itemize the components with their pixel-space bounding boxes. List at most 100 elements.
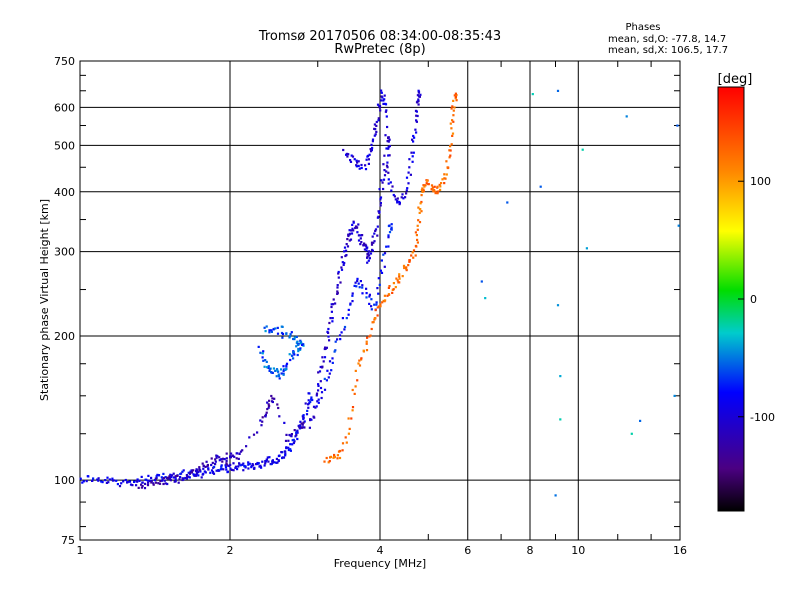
data-point [261, 356, 264, 359]
data-point [381, 181, 384, 184]
data-point [367, 158, 370, 161]
data-point [405, 192, 408, 195]
data-point [301, 423, 304, 426]
data-point [153, 479, 157, 482]
data-point [225, 457, 228, 460]
data-point [285, 365, 288, 368]
data-point [201, 462, 204, 465]
data-point [278, 454, 281, 457]
data-point [302, 414, 305, 417]
data-point [347, 313, 350, 316]
data-point [396, 201, 399, 204]
data-point [408, 158, 411, 161]
data-point [285, 362, 289, 365]
data-point [328, 372, 331, 375]
data-point [168, 475, 171, 478]
data-point [420, 200, 423, 204]
data-point [289, 448, 292, 451]
data-point [430, 188, 433, 191]
data-point [221, 460, 224, 463]
data-point [259, 419, 262, 422]
data-point [359, 280, 362, 283]
y-tick-label: 500 [54, 139, 75, 152]
data-point [452, 109, 455, 112]
data-point [345, 317, 348, 320]
data-point [277, 459, 280, 462]
data-point [310, 398, 313, 401]
data-point [306, 409, 309, 412]
data-point [265, 366, 269, 369]
data-point [359, 243, 362, 246]
data-point [182, 478, 185, 481]
data-point [455, 99, 458, 102]
data-point [302, 421, 305, 424]
data-point [417, 89, 420, 92]
data-point [328, 339, 331, 342]
data-point [387, 178, 390, 181]
data-point [146, 484, 150, 487]
data-point [418, 211, 421, 214]
data-point [264, 359, 267, 362]
data-point [307, 406, 310, 409]
data-point [234, 466, 237, 469]
data-point [267, 366, 270, 369]
data-point [150, 480, 153, 483]
data-point [317, 384, 320, 387]
data-point [420, 189, 423, 192]
data-point [416, 94, 419, 97]
data-point [452, 114, 455, 117]
data-point [410, 254, 413, 257]
data-point [323, 388, 327, 391]
data-point [402, 264, 406, 267]
data-point [434, 192, 437, 195]
data-point [108, 478, 111, 481]
data-point [453, 106, 456, 109]
data-point [300, 422, 303, 425]
data-point [331, 320, 334, 323]
data-point [416, 241, 419, 244]
data-point [264, 413, 267, 416]
data-point [359, 237, 362, 240]
data-point [138, 479, 141, 482]
data-point [374, 309, 377, 312]
data-point [416, 114, 419, 118]
data-point [211, 461, 214, 464]
data-point [215, 456, 218, 459]
data-point [296, 353, 299, 357]
data-point [390, 223, 393, 226]
data-point [336, 290, 339, 293]
data-point [236, 468, 239, 471]
x-tick-label: 16 [673, 544, 687, 557]
data-point [256, 431, 259, 434]
data-point [152, 482, 155, 485]
data-point [373, 123, 376, 126]
data-point [337, 270, 340, 274]
data-point [230, 468, 233, 471]
data-point [358, 286, 361, 289]
data-point [395, 277, 398, 280]
data-point [321, 356, 324, 359]
data-point [299, 342, 302, 345]
data-point [154, 481, 158, 484]
data-point [105, 481, 108, 484]
data-point [360, 166, 363, 170]
data-point [405, 189, 408, 192]
data-point [412, 140, 415, 143]
data-point [265, 411, 268, 414]
data-point [384, 110, 387, 113]
data-point [336, 454, 339, 457]
data-point [559, 418, 562, 421]
data-point [391, 291, 394, 294]
data-point [281, 332, 285, 336]
data-point [115, 479, 118, 482]
data-point [420, 210, 423, 213]
data-point [386, 125, 389, 129]
data-point [333, 350, 336, 353]
data-point [448, 149, 451, 152]
data-point [398, 273, 401, 276]
data-point [431, 186, 434, 189]
data-point [177, 481, 180, 484]
data-point [293, 440, 296, 443]
data-point [337, 276, 340, 279]
data-point [336, 291, 339, 295]
